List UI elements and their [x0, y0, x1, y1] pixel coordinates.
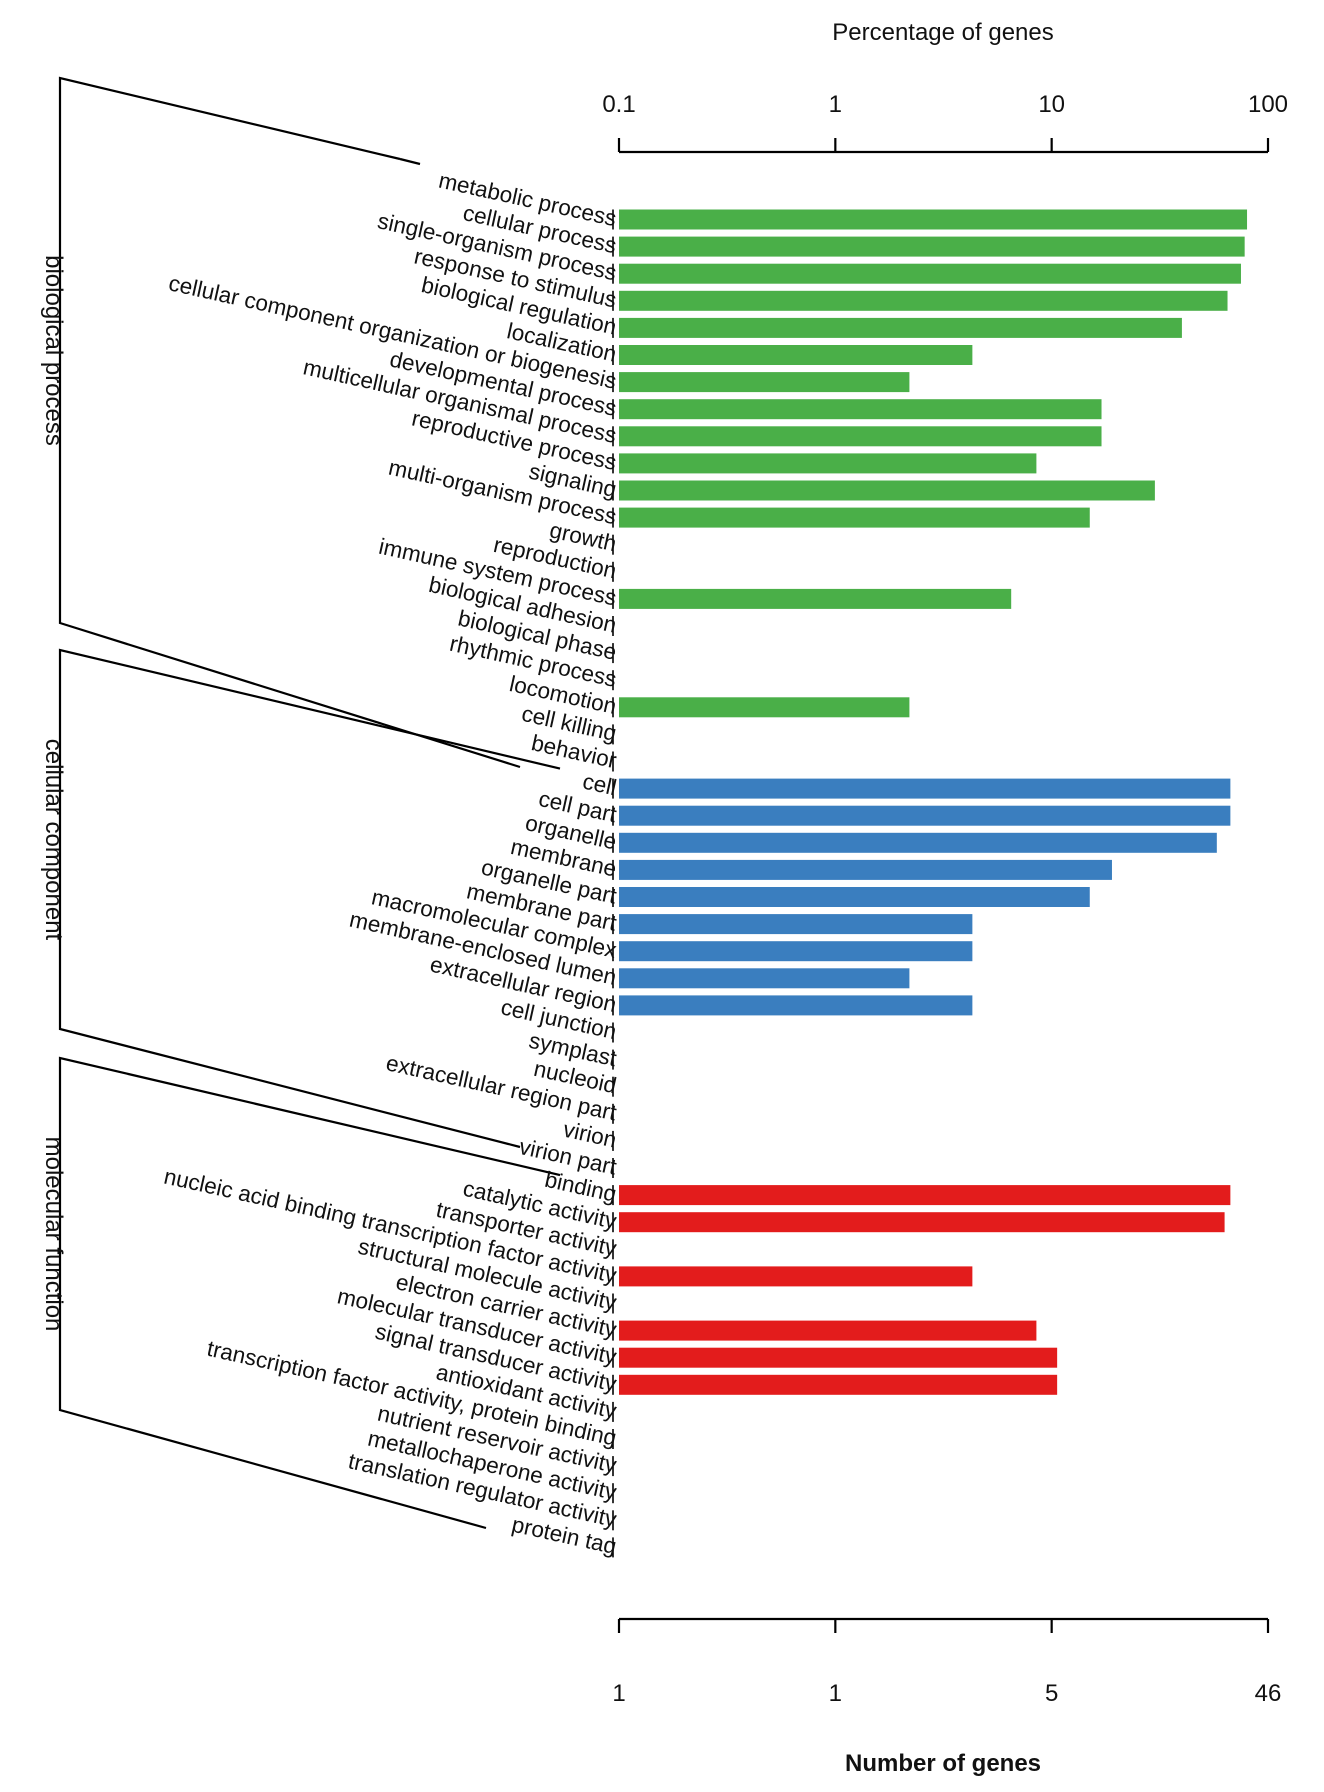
- bottom-axis: 1 1 5 46: [612, 1617, 1282, 1707]
- bars: [619, 209, 1248, 1395]
- bar: [619, 805, 1231, 826]
- bar: [619, 263, 1241, 284]
- bar: [619, 345, 973, 365]
- bar: [619, 399, 1102, 420]
- bar: [619, 1347, 1058, 1368]
- group-brackets: [58, 76, 561, 1530]
- bar: [619, 778, 1231, 799]
- bar: [619, 1266, 973, 1287]
- bar: [619, 859, 1112, 880]
- top-axis-tick-label: 0.1: [602, 91, 635, 118]
- bar: [619, 426, 1102, 447]
- bar: [619, 914, 973, 935]
- group-labels: biological process cellular component mole…: [40, 255, 67, 1331]
- top-axis: 0.1 1 10 100: [602, 91, 1288, 154]
- bar: [619, 236, 1245, 257]
- top-axis-tick-label: 1: [829, 91, 842, 118]
- bar: [619, 290, 1228, 311]
- bottom-axis-tick-label: 46: [1255, 1680, 1282, 1707]
- bar: [619, 317, 1182, 338]
- group-label: cellular component: [40, 739, 67, 941]
- top-axis-tick-label: 100: [1248, 91, 1288, 118]
- bottom-axis-tick-label: 5: [1045, 1680, 1058, 1707]
- bar: [619, 832, 1217, 853]
- bar: [619, 1212, 1225, 1233]
- bar: [619, 453, 1037, 474]
- bar: [619, 1374, 1058, 1395]
- bar: [619, 1320, 1037, 1341]
- group-label: biological process: [40, 255, 67, 446]
- bar: [619, 209, 1248, 230]
- bar: [619, 480, 1155, 501]
- group-label: molecular function: [40, 1137, 67, 1332]
- bottom-axis-tick-label: 1: [829, 1680, 842, 1707]
- bar: [619, 507, 1090, 528]
- bar: [619, 1185, 1231, 1206]
- bar: [619, 887, 1090, 907]
- group-bracket: [58, 648, 561, 1149]
- bar: [619, 941, 973, 962]
- top-axis-tick-label: 10: [1038, 91, 1065, 118]
- group-bracket: [58, 76, 521, 769]
- bottom-axis-title: Number of genes: [845, 1750, 1041, 1777]
- bar: [619, 995, 973, 1016]
- bar: [619, 968, 910, 989]
- bottom-axis-tick-label: 1: [612, 1680, 625, 1707]
- group-bracket: [58, 1056, 561, 1530]
- top-axis-title: Percentage of genes: [832, 19, 1054, 46]
- bar: [619, 697, 910, 718]
- bar: [619, 372, 910, 393]
- bracket-connector: [399, 157, 421, 166]
- bar: [619, 588, 1012, 609]
